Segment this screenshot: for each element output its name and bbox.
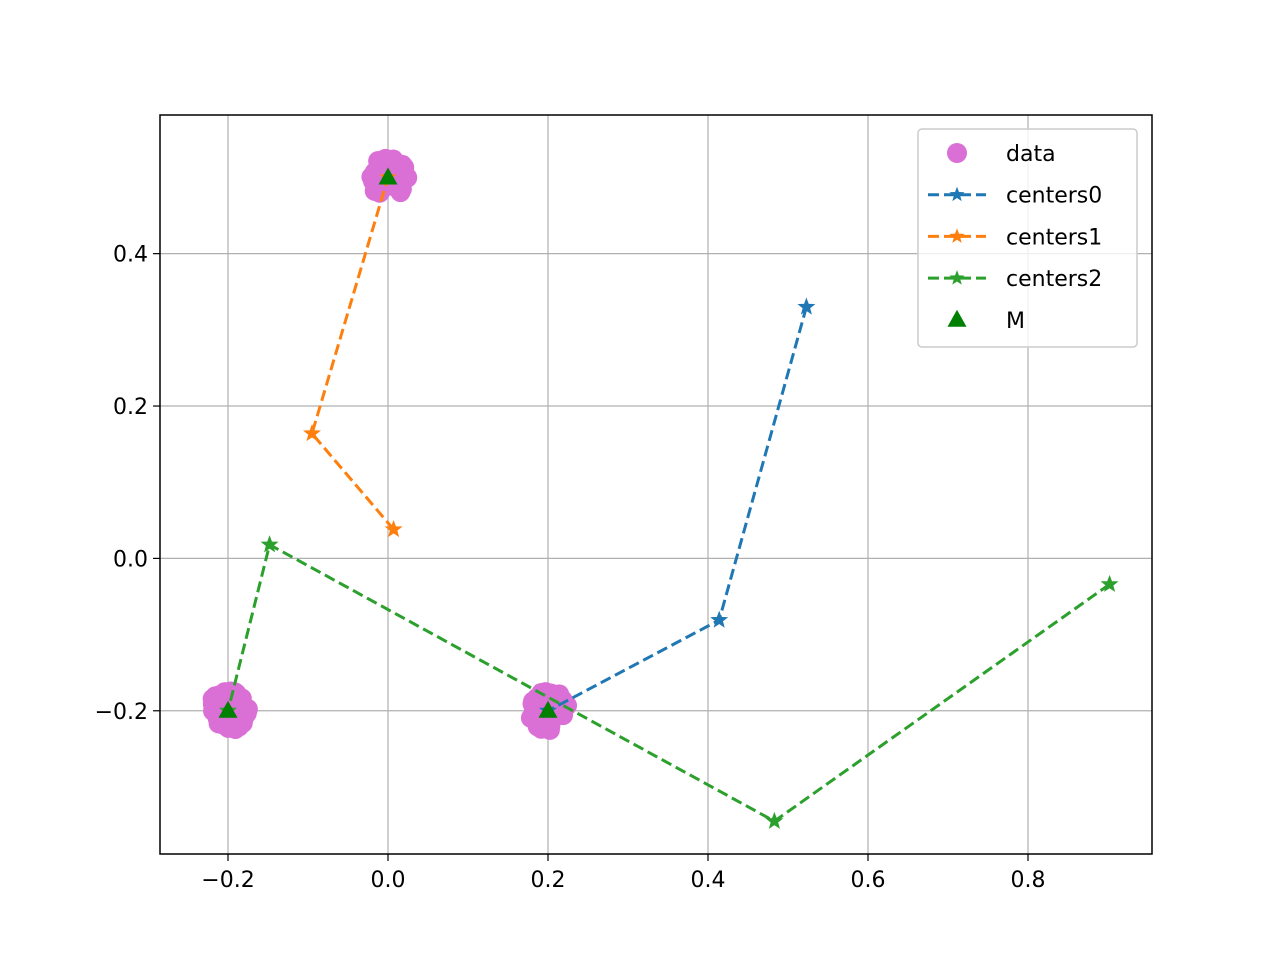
legend-label: centers1 <box>1006 225 1102 250</box>
data-cluster <box>520 682 578 740</box>
M-point <box>378 167 398 185</box>
series-centers2 <box>219 535 1119 829</box>
data-point <box>397 167 418 188</box>
series-centers0 <box>539 297 816 719</box>
centers1-line <box>310 177 395 531</box>
x-tick-label: 0.4 <box>691 868 726 893</box>
centers1-point <box>384 520 403 538</box>
x-tick-label: 0.0 <box>371 868 406 893</box>
legend-item-data: data <box>947 142 1056 167</box>
x-tick-label: 0.2 <box>531 868 566 893</box>
legend-marker <box>947 309 967 327</box>
legend-marker <box>949 270 965 285</box>
legend-marker <box>947 143 967 163</box>
centers2-line <box>226 542 1111 823</box>
legend-label: data <box>1006 142 1056 167</box>
data-point <box>542 685 563 706</box>
centers0-point <box>797 297 816 315</box>
centers2-point <box>1100 574 1119 592</box>
centers0-line <box>547 306 808 713</box>
legend-item-centers0: centers0 <box>928 184 1102 209</box>
x-tick-label: −0.2 <box>201 868 254 893</box>
centers0-point <box>710 610 729 628</box>
plot-area <box>202 148 1119 829</box>
data-point <box>364 180 385 201</box>
legend-label: M <box>1006 309 1025 334</box>
x-tick-label: 0.6 <box>851 868 886 893</box>
x-tick-label: 0.8 <box>1011 868 1046 893</box>
M-point <box>218 700 238 718</box>
data-point <box>209 685 230 706</box>
legend: data centers0 centers1 centers2 M <box>917 128 1138 348</box>
legend-item-M: M <box>947 309 1025 334</box>
legend-item-centers1: centers1 <box>928 225 1102 250</box>
y-tick-label: 0.4 <box>113 243 148 268</box>
y-tick-label: 0.2 <box>113 395 148 420</box>
legend-marker <box>949 186 965 202</box>
M-point <box>538 700 558 718</box>
series-M <box>218 167 558 718</box>
y-tick-label: −0.2 <box>95 700 148 725</box>
data-point <box>221 715 242 736</box>
legend-label: centers0 <box>1006 184 1102 209</box>
legend-marker <box>949 228 965 243</box>
y-tick-label: 0.0 <box>113 547 148 572</box>
centers2-point <box>765 811 784 829</box>
legend-label: centers2 <box>1006 267 1102 292</box>
axes-frame <box>159 114 1153 855</box>
series-centers1 <box>303 168 403 538</box>
centers2-point <box>260 535 279 553</box>
centers1-point <box>303 424 321 442</box>
axis-ticks: −0.2 0.0 0.2 0.4 0.6 0.8 −0.2 0.0 0.2 0.4 <box>95 243 1046 893</box>
legend-item-centers2: centers2 <box>928 267 1102 292</box>
legend-box <box>917 128 1138 348</box>
